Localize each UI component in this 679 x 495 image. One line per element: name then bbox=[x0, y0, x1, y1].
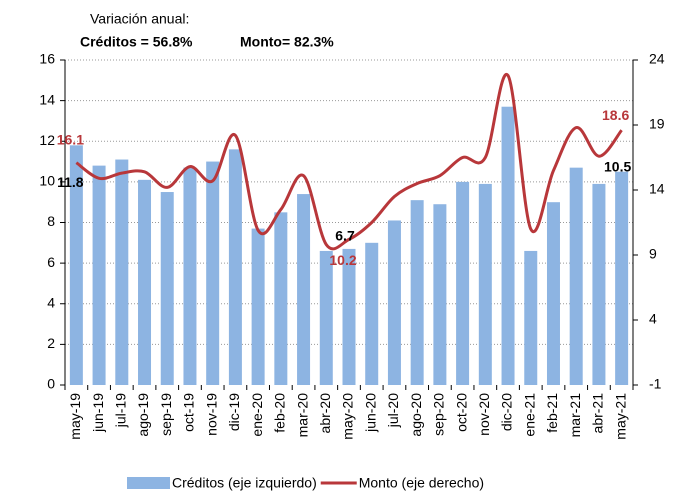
x-tick-label: dic-19 bbox=[226, 393, 242, 431]
bar bbox=[319, 250, 333, 385]
x-tick-label: may-21 bbox=[612, 393, 628, 440]
bar bbox=[297, 194, 311, 385]
data-label: 10.2 bbox=[329, 252, 356, 268]
bar bbox=[433, 204, 447, 385]
x-tick-label: abr-21 bbox=[590, 393, 606, 434]
bar bbox=[342, 248, 356, 385]
data-label: 18.6 bbox=[602, 107, 629, 123]
y-tick-label: 8 bbox=[47, 213, 55, 229]
bar bbox=[387, 220, 401, 385]
x-tick-label: feb-21 bbox=[544, 393, 560, 433]
x-tick-label: ago-19 bbox=[135, 393, 151, 437]
x-tick-label: feb-20 bbox=[272, 393, 288, 433]
data-label: 11.8 bbox=[57, 174, 84, 190]
bar bbox=[115, 159, 129, 385]
legend-label: Monto (eje derecho) bbox=[359, 475, 484, 491]
y2-tick-label: -1 bbox=[649, 376, 662, 392]
x-tick-label: ene-20 bbox=[249, 393, 265, 437]
annotation: Monto= 82.3% bbox=[240, 34, 334, 50]
line bbox=[75, 73, 623, 251]
bar bbox=[92, 165, 106, 385]
x-tick-label: may-20 bbox=[340, 393, 356, 440]
x-tick-label: ago-20 bbox=[408, 393, 424, 437]
y-tick-label: 2 bbox=[47, 335, 55, 351]
bar bbox=[183, 167, 197, 385]
bar bbox=[69, 145, 83, 385]
x-tick-label: ene-21 bbox=[521, 393, 537, 437]
x-tick-label: sep-20 bbox=[431, 393, 447, 436]
legend-label: Créditos (eje izquierdo) bbox=[172, 475, 317, 491]
bar bbox=[546, 202, 560, 385]
x-tick-label: oct-19 bbox=[181, 393, 197, 432]
bar bbox=[569, 167, 583, 385]
y-tick-label: 4 bbox=[47, 294, 55, 310]
y-tick-label: 12 bbox=[39, 132, 55, 148]
x-tick-label: dic-20 bbox=[499, 393, 515, 431]
bar bbox=[138, 179, 152, 385]
y-tick-label: 6 bbox=[47, 254, 55, 270]
bar bbox=[410, 200, 424, 385]
y-tick-label: 14 bbox=[39, 91, 55, 107]
y2-tick-label: 9 bbox=[649, 246, 657, 262]
y-tick-label: 10 bbox=[39, 173, 55, 189]
x-tick-label: jun-20 bbox=[362, 393, 378, 433]
y-tick-label: 0 bbox=[47, 376, 55, 392]
bar bbox=[251, 228, 265, 385]
bar bbox=[524, 250, 538, 385]
x-tick-label: abr-20 bbox=[317, 393, 333, 434]
bar bbox=[592, 183, 606, 385]
bar bbox=[206, 161, 220, 385]
data-label: 16.1 bbox=[57, 131, 84, 147]
x-tick-label: jun-19 bbox=[90, 393, 106, 433]
x-tick-label: jul-19 bbox=[113, 393, 129, 428]
bar bbox=[274, 212, 288, 385]
bar bbox=[228, 149, 242, 385]
x-tick-label: mar-21 bbox=[567, 393, 583, 438]
y2-tick-label: 24 bbox=[649, 51, 665, 67]
bar bbox=[365, 242, 379, 385]
x-tick-label: may-19 bbox=[67, 393, 83, 440]
data-label: 6.7 bbox=[335, 228, 355, 244]
x-tick-label: mar-20 bbox=[294, 393, 310, 438]
bar bbox=[456, 181, 470, 385]
annotation: Variación anual: bbox=[90, 11, 189, 27]
bar bbox=[160, 192, 174, 385]
bar bbox=[478, 183, 492, 385]
x-tick-label: nov-19 bbox=[203, 393, 219, 436]
y2-tick-label: 19 bbox=[649, 116, 665, 132]
legend-swatch bbox=[127, 477, 170, 489]
x-tick-label: nov-20 bbox=[476, 393, 492, 436]
data-label: 10.5 bbox=[604, 158, 631, 174]
bar bbox=[501, 106, 515, 385]
x-tick-label: jul-20 bbox=[385, 393, 401, 428]
y2-tick-label: 14 bbox=[649, 181, 665, 197]
y-tick-label: 16 bbox=[39, 51, 55, 67]
x-tick-label: oct-20 bbox=[453, 393, 469, 432]
bar bbox=[615, 171, 629, 385]
y2-tick-label: 4 bbox=[649, 311, 657, 327]
annotation: Créditos = 56.8% bbox=[80, 34, 193, 50]
x-tick-label: sep-19 bbox=[158, 393, 174, 436]
